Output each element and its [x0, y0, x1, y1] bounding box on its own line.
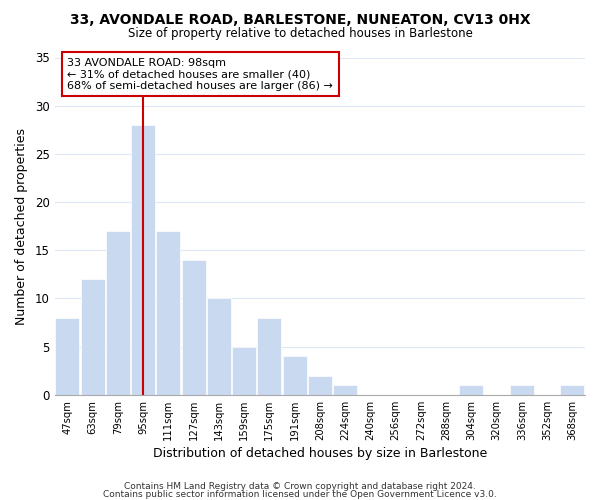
Text: Contains HM Land Registry data © Crown copyright and database right 2024.: Contains HM Land Registry data © Crown c… [124, 482, 476, 491]
Text: Size of property relative to detached houses in Barlestone: Size of property relative to detached ho… [128, 28, 472, 40]
Bar [80, 279, 104, 395]
Bar [182, 260, 206, 395]
Text: Contains public sector information licensed under the Open Government Licence v3: Contains public sector information licen… [103, 490, 497, 499]
Bar [460, 385, 484, 395]
Bar [333, 385, 357, 395]
Text: 33, AVONDALE ROAD, BARLESTONE, NUNEATON, CV13 0HX: 33, AVONDALE ROAD, BARLESTONE, NUNEATON,… [70, 12, 530, 26]
Bar [560, 385, 584, 395]
Text: 33 AVONDALE ROAD: 98sqm
← 31% of detached houses are smaller (40)
68% of semi-de: 33 AVONDALE ROAD: 98sqm ← 31% of detache… [67, 58, 333, 90]
Bar [232, 346, 256, 395]
Bar [207, 298, 231, 395]
Bar [510, 385, 534, 395]
Bar [257, 318, 281, 395]
Bar [131, 125, 155, 395]
Bar [157, 231, 181, 395]
Bar [283, 356, 307, 395]
Y-axis label: Number of detached properties: Number of detached properties [15, 128, 28, 324]
Bar [106, 231, 130, 395]
Bar [55, 318, 79, 395]
X-axis label: Distribution of detached houses by size in Barlestone: Distribution of detached houses by size … [153, 447, 487, 460]
Bar [308, 376, 332, 395]
